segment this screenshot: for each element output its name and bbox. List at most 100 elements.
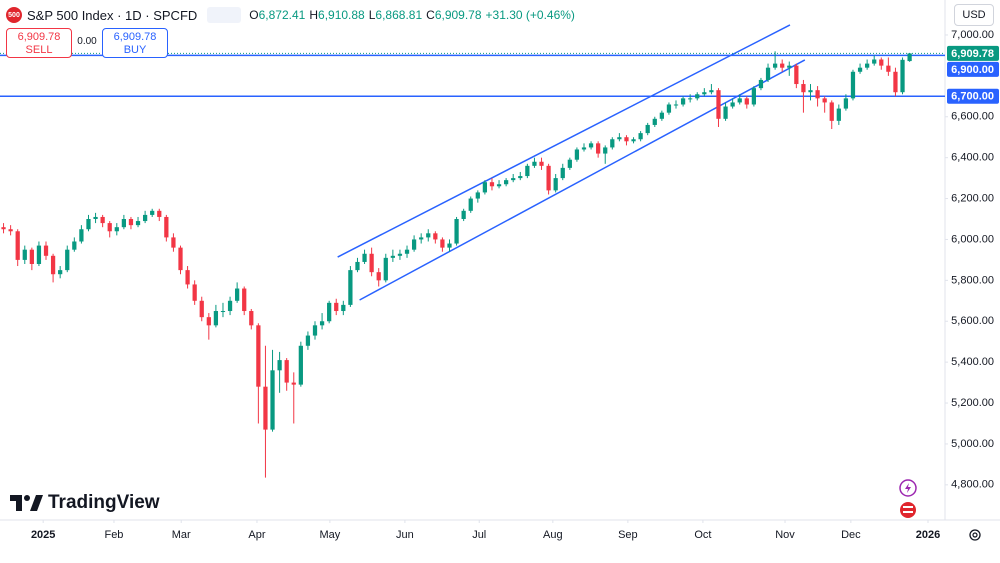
y-tick-label: 6,000.00	[951, 233, 994, 245]
candle-body	[680, 98, 686, 105]
candle-body	[829, 102, 834, 121]
candle-body	[199, 300, 204, 318]
candle-body	[263, 386, 268, 430]
candle-body	[702, 92, 707, 95]
ohlc-item: C6,909.78	[426, 8, 481, 22]
candle-body	[843, 98, 849, 109]
x-tick-label: Dec	[841, 529, 861, 541]
candle-body	[249, 311, 254, 326]
buy-button[interactable]: 6,909.78 BUY	[102, 28, 168, 58]
price-label-box	[947, 88, 999, 104]
candle-body	[730, 102, 735, 107]
candle-body	[857, 67, 863, 72]
candle-body	[787, 65, 792, 68]
symbol-badge: 500	[6, 7, 22, 23]
us-event-icon[interactable]	[900, 502, 916, 518]
candle-body	[659, 112, 664, 119]
candle-body	[879, 59, 884, 66]
sell-price: 6,909.78	[17, 31, 61, 43]
candle-body	[185, 270, 190, 285]
candle-body	[419, 237, 424, 240]
candle-body	[305, 335, 311, 346]
y-tick-label: 5,200.00	[951, 397, 994, 409]
candle-body	[100, 216, 105, 224]
price-label-box	[947, 61, 999, 77]
candle-body	[822, 98, 827, 103]
candle-body	[376, 272, 381, 281]
price-change: +31.30 (+0.46%)	[485, 8, 575, 22]
candle-body	[369, 253, 374, 273]
candle-body	[1, 227, 6, 230]
candle-body	[610, 139, 615, 148]
candle-body	[29, 249, 34, 264]
candle-body	[150, 210, 155, 215]
candle-body	[468, 198, 473, 211]
candle-body	[532, 161, 537, 166]
events-icons[interactable]	[899, 479, 917, 518]
candle-body	[758, 79, 764, 89]
ohlc-value: 6,868.81	[375, 8, 423, 22]
candle-body	[461, 210, 466, 220]
x-tick-label: Sep	[618, 529, 638, 541]
candle-body	[815, 90, 820, 99]
symbol-title[interactable]: S&P 500 Index · 1D · SPCFD	[27, 7, 198, 23]
candle-body	[765, 67, 771, 80]
settings-icon[interactable]	[969, 529, 981, 541]
candle-body	[603, 147, 608, 154]
candle-body	[808, 90, 813, 93]
candle-body	[121, 219, 126, 228]
candle-body	[213, 311, 219, 326]
ohlc-key: H	[309, 8, 319, 22]
chart-type-toggle[interactable]	[207, 7, 242, 23]
candle-body	[560, 167, 565, 179]
candle-body	[886, 65, 891, 72]
candle-body	[220, 311, 226, 313]
gear-center[interactable]	[972, 532, 978, 538]
candle-body	[645, 124, 650, 134]
candle-body	[454, 219, 459, 244]
candle-body	[688, 98, 693, 100]
candle-body	[617, 137, 622, 140]
brand-name: TradingView	[48, 492, 160, 513]
brand-logo: TradingView	[10, 492, 160, 514]
x-tick-label: Mar	[172, 529, 191, 541]
candle-body	[178, 247, 183, 271]
candle-body	[447, 243, 452, 248]
ohlc-value: 6,910.88	[318, 8, 365, 22]
candle-body	[135, 221, 141, 226]
candle-body	[596, 143, 601, 154]
candle-body	[482, 182, 488, 193]
candle-body	[341, 304, 346, 312]
brand-mark	[10, 495, 43, 511]
y-tick-label: 6,600.00	[951, 111, 994, 123]
candle-body	[404, 249, 410, 254]
currency-selector[interactable]: USD	[954, 4, 994, 26]
candle-body	[397, 253, 403, 256]
candle-body	[50, 255, 56, 275]
candle-body	[72, 241, 77, 250]
candle-body	[128, 219, 134, 226]
price-label: 6,700.00	[951, 91, 994, 103]
sell-label: SELL	[25, 44, 53, 56]
gear[interactable]	[969, 529, 981, 541]
candle-body	[907, 53, 912, 62]
candle-body	[43, 245, 49, 256]
candle-body	[15, 231, 20, 260]
x-tick-label: 2025	[31, 529, 55, 541]
candle-body	[801, 84, 806, 93]
ohlc-value: 6,872.41	[258, 8, 306, 22]
candle-body	[567, 159, 572, 168]
candle-body	[164, 216, 169, 238]
y-tick-label: 5,800.00	[951, 274, 994, 286]
candle-body	[539, 161, 544, 166]
candle-body	[666, 104, 672, 113]
sell-button[interactable]: 6,909.78 SELL	[6, 28, 72, 58]
price-label-box	[947, 45, 999, 61]
y-tick-label: 5,000.00	[951, 438, 994, 450]
candle-body	[780, 63, 785, 68]
candle-body	[850, 71, 856, 99]
candle-body	[744, 98, 749, 105]
candle-body	[65, 249, 70, 271]
